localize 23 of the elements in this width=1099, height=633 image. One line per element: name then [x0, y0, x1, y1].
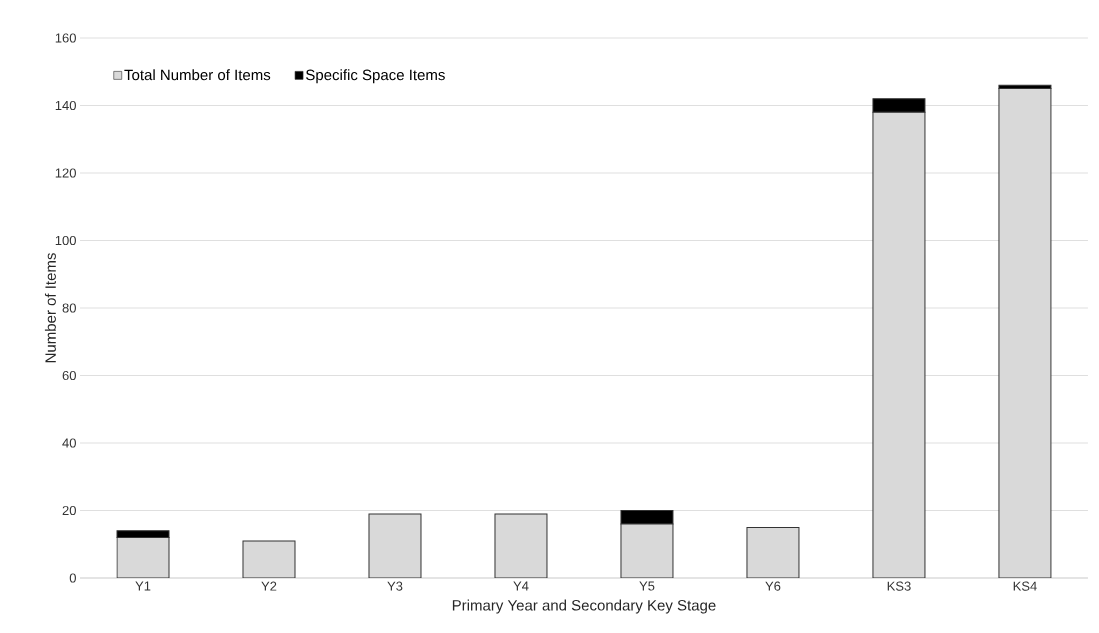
bar [872, 98, 926, 113]
x-tick-label: Y6 [765, 581, 781, 591]
x-tick-label: Y2 [261, 581, 277, 591]
y-tick-label: 40 [62, 438, 76, 448]
y-tick-label: 140 [55, 100, 76, 111]
x-tick-label: Y4 [513, 581, 529, 591]
bar [620, 510, 674, 525]
x-tick-label: Y5 [639, 581, 655, 591]
x-tick-label: Y3 [387, 581, 403, 591]
y-tick-label: 120 [55, 168, 76, 178]
y-tick-label: 60 [62, 370, 76, 381]
x-tick-label: KS3 [887, 581, 911, 591]
x-tick-label: KS4 [1013, 581, 1037, 591]
x-axis-title: Primary Year and Secondary Key Stage [452, 599, 716, 614]
y-tick-label: 100 [55, 235, 76, 246]
x-tick-label: Y1 [135, 581, 151, 591]
legend-label: Total Number of Items [124, 69, 271, 81]
y-tick-label: 20 [62, 505, 76, 516]
y-tick-label: 80 [62, 303, 76, 313]
legend-label: Specific Space Items [306, 69, 445, 84]
y-axis-title: Number of Items [44, 253, 56, 363]
y-tick-label: 160 [55, 33, 76, 43]
y-tick-label: 0 [69, 573, 76, 583]
